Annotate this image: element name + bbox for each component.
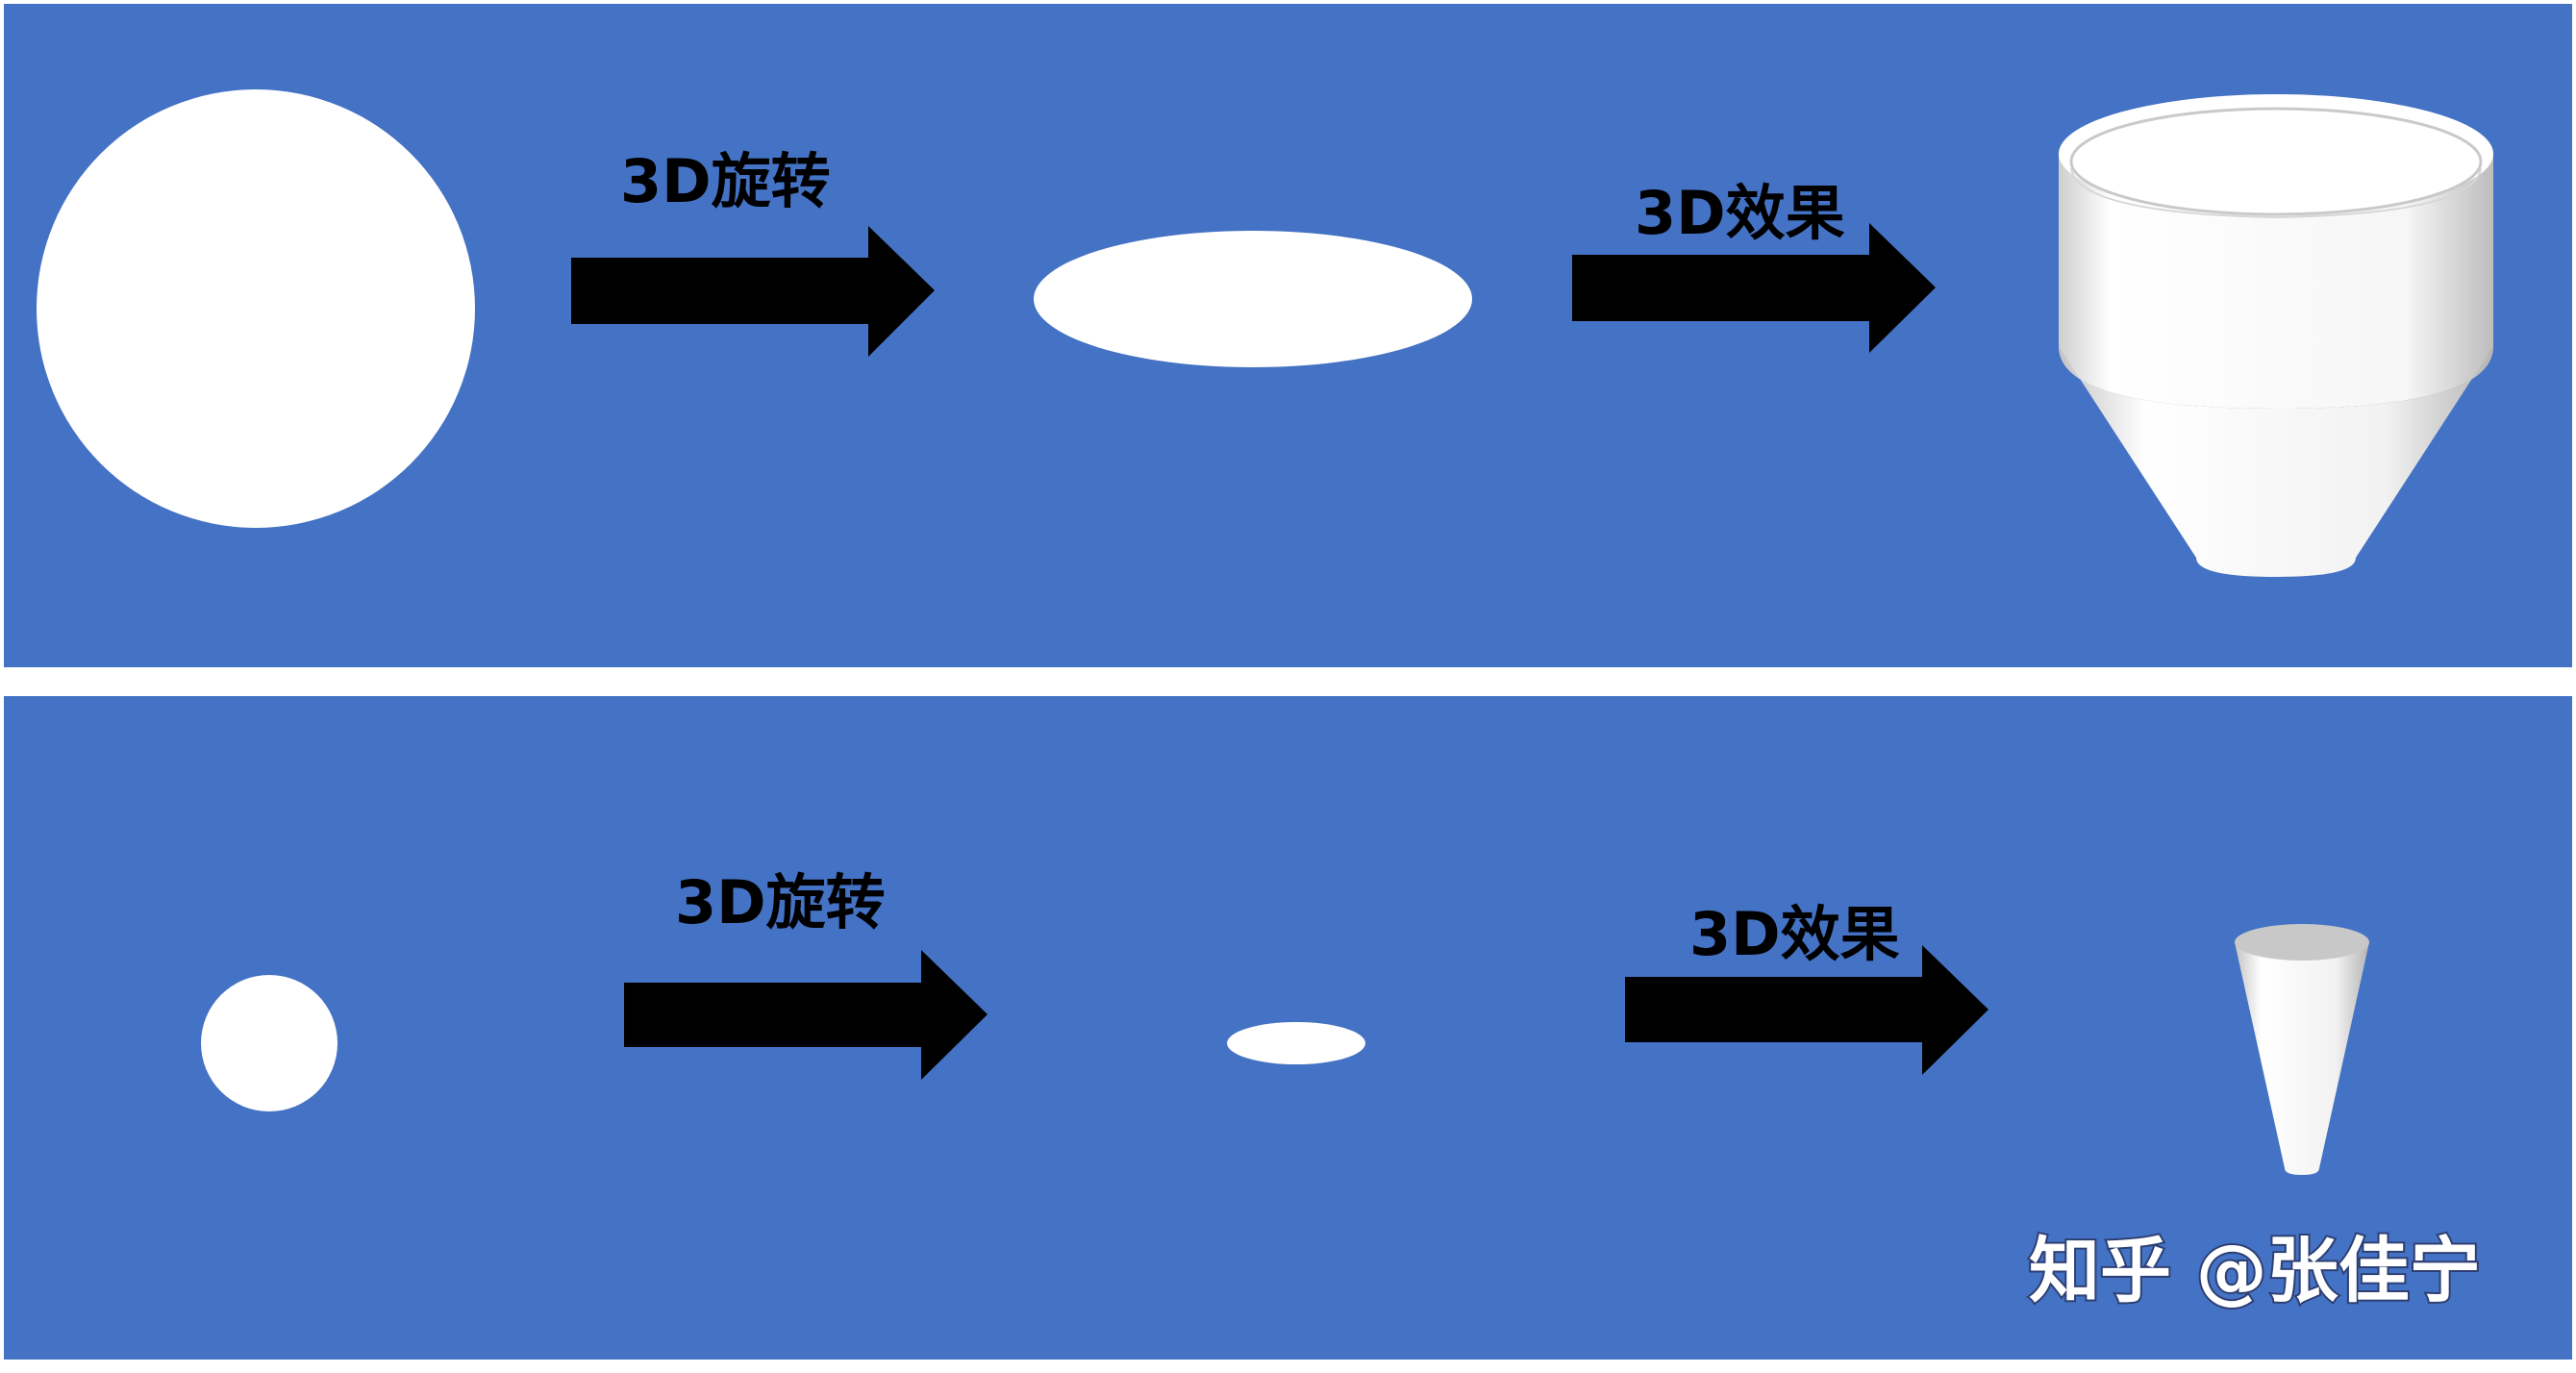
rotate-arrow [571, 226, 935, 357]
cone-3d-shape [2235, 924, 2369, 1175]
rotated-ellipse-small [1227, 1022, 1365, 1064]
step2-label: 3D效果 [1689, 899, 1900, 969]
rotate-arrow [624, 950, 988, 1080]
step2-label: 3D效果 [1635, 178, 1845, 248]
effect-arrow [1625, 945, 1988, 1075]
panel-top: 3D旋转 3D效果 [4, 4, 2572, 667]
source-circle [37, 89, 475, 528]
funnel-3d-shape [2059, 94, 2493, 577]
step1-label: 3D旋转 [675, 867, 886, 937]
rotated-ellipse [1034, 231, 1472, 367]
effect-arrow [1572, 223, 1936, 353]
panel-bottom: 3D旋转 3D效果 知乎 @张佳宁 [4, 696, 2572, 1360]
watermark-text: 知乎 @张佳宁 [2029, 1230, 2481, 1312]
source-circle-small [201, 975, 338, 1111]
step1-label: 3D旋转 [620, 146, 831, 216]
